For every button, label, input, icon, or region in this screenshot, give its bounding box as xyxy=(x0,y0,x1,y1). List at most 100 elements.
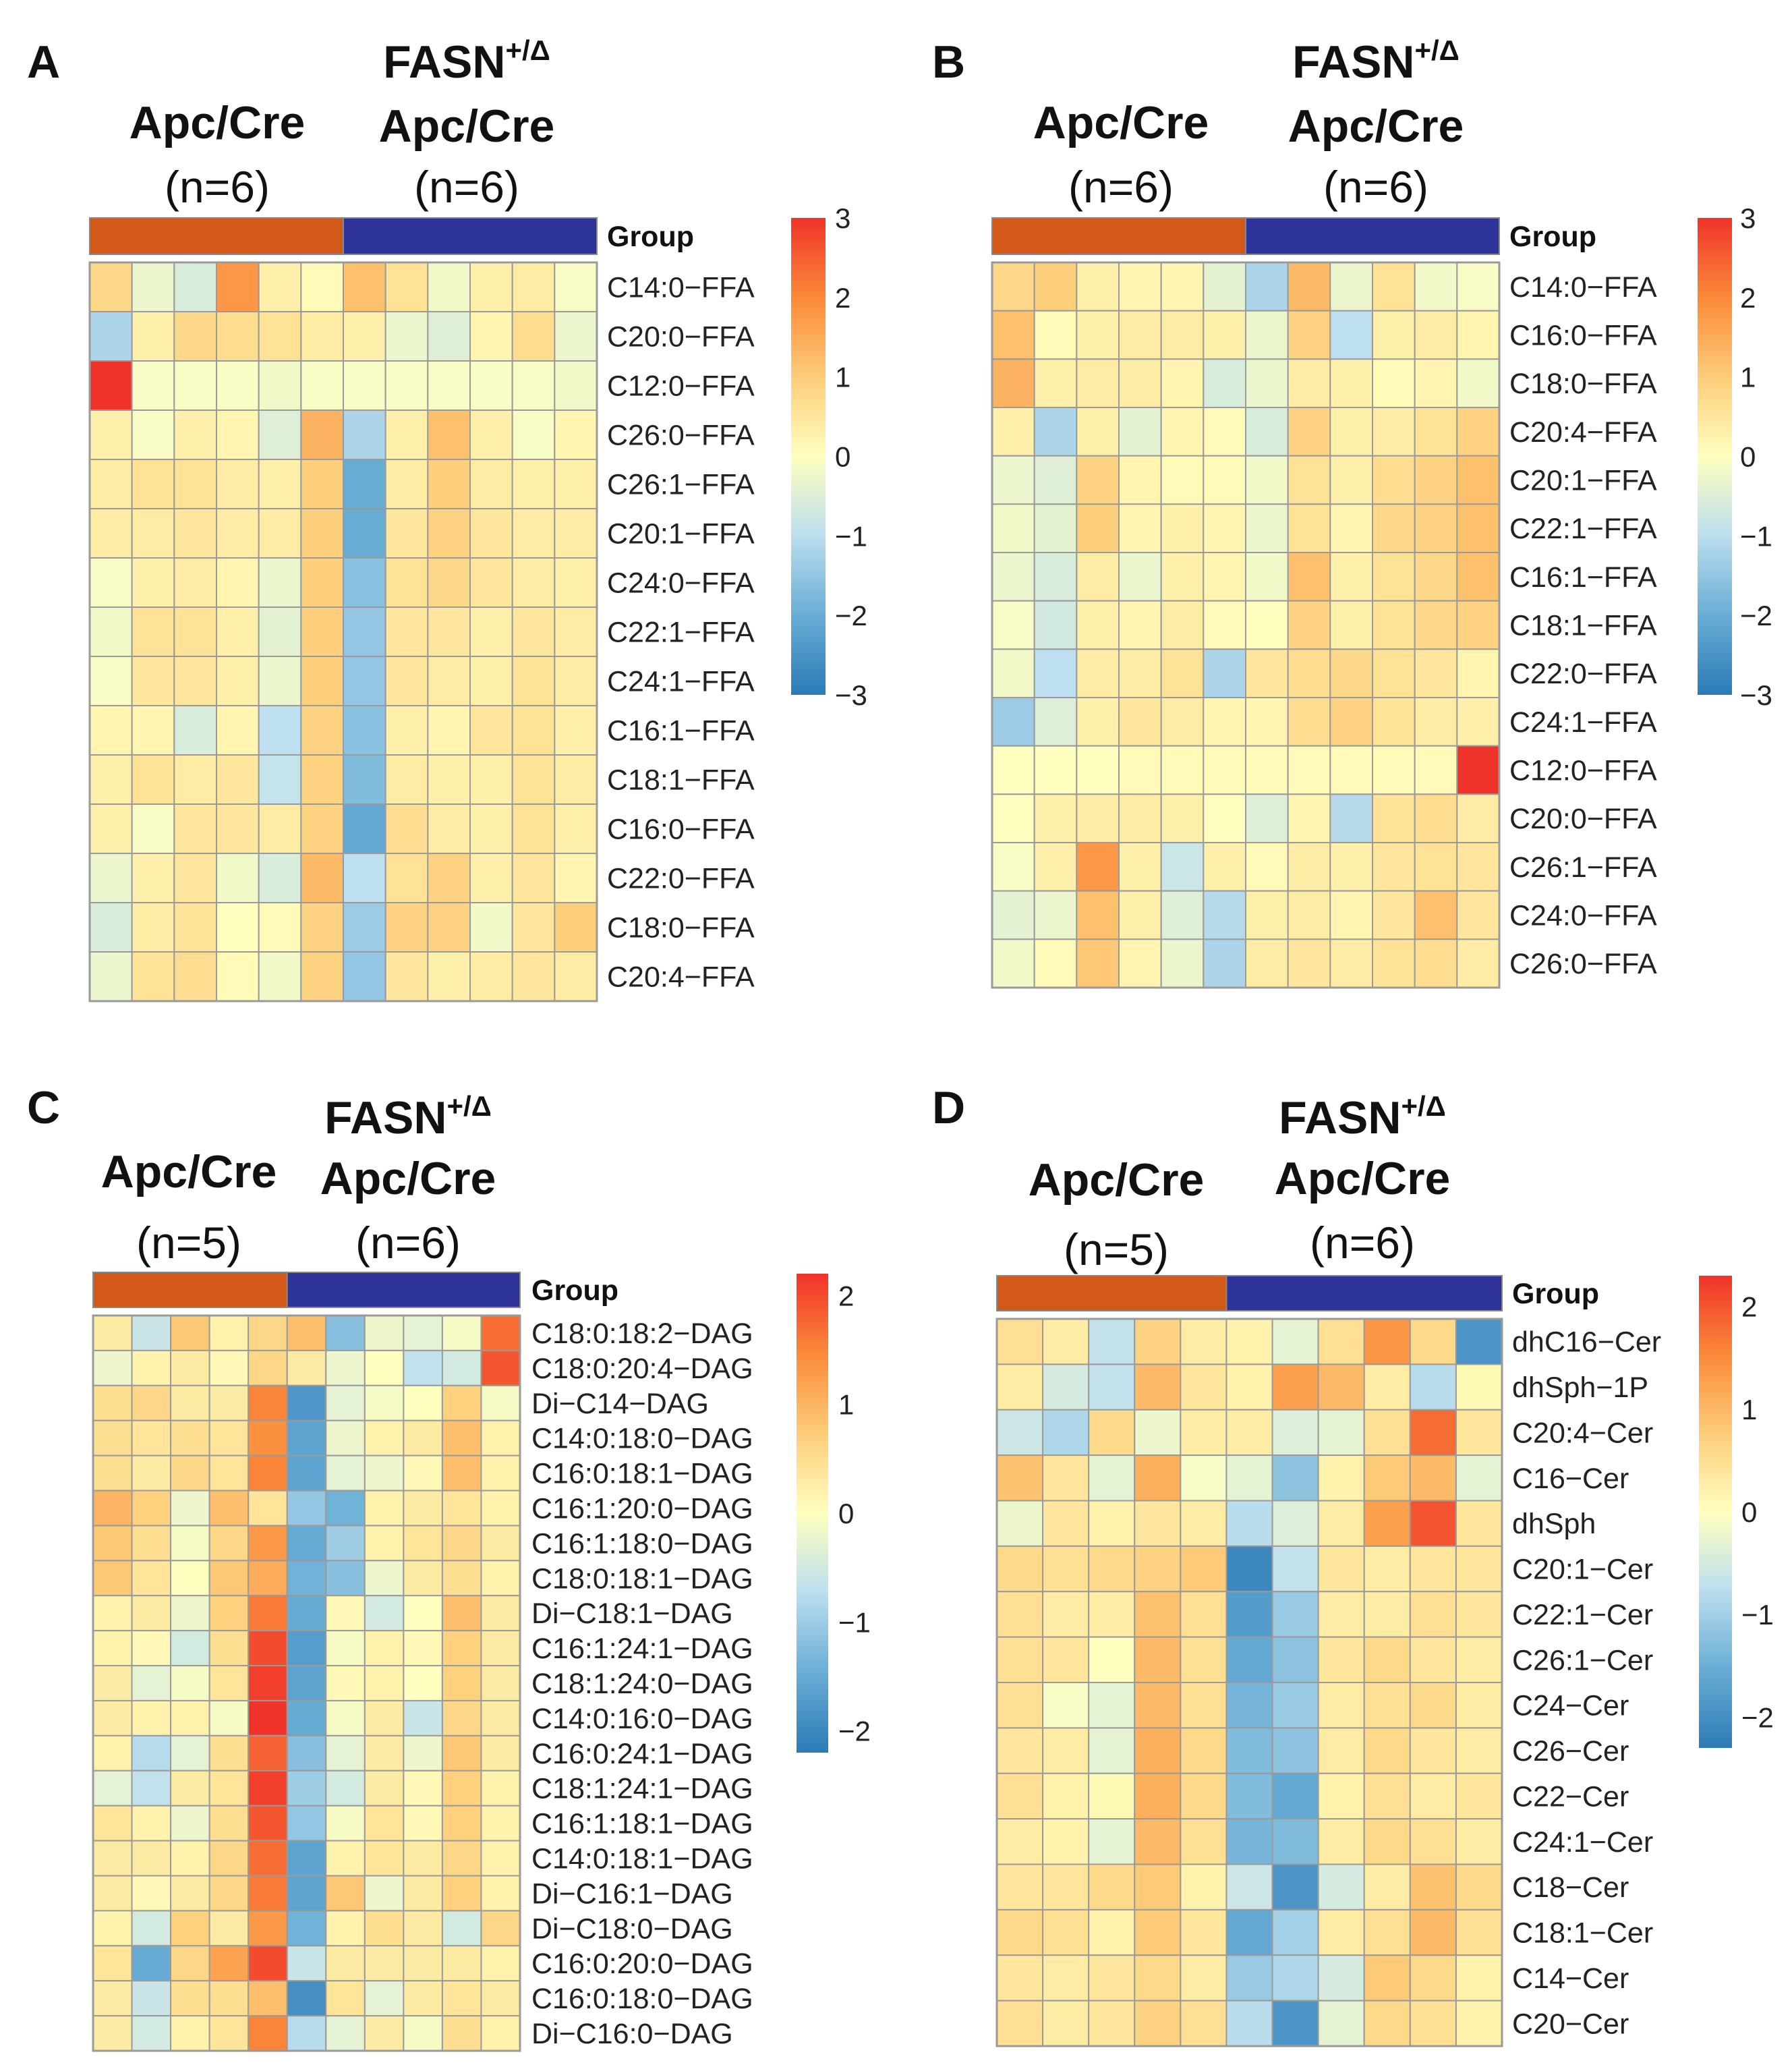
row-label: C16:0−FFA xyxy=(607,814,755,846)
heat-cell xyxy=(170,1630,210,1667)
heat-cell xyxy=(92,1525,133,1562)
row-label: C16−Cer xyxy=(1512,1463,1629,1495)
row-label: C20:1−Cer xyxy=(1512,1554,1653,1586)
heat-cell xyxy=(89,754,133,805)
heat-cell xyxy=(208,1490,250,1527)
heat-cell xyxy=(403,1770,443,1807)
heat-cell xyxy=(384,754,429,805)
heat-cell xyxy=(343,557,386,608)
heat-cell xyxy=(92,1630,133,1667)
heat-cell xyxy=(1409,1636,1457,1684)
heat-cell xyxy=(427,409,471,460)
heat-cell xyxy=(1455,1363,1503,1411)
scale-tick-label: −2 xyxy=(838,1716,871,1747)
scale-tick-label: −1 xyxy=(1740,520,1772,552)
heat-cell xyxy=(170,1490,210,1527)
heat-cell xyxy=(1160,648,1205,699)
heat-cell xyxy=(170,1734,210,1772)
heat-cell xyxy=(364,2015,405,2052)
heat-cell xyxy=(1225,1818,1273,1865)
row-label: C18:0−FFA xyxy=(1509,368,1657,400)
row-label: C18−Cer xyxy=(1512,1871,1629,1904)
heat-cell xyxy=(480,1734,521,1772)
scale-tick-label: −1 xyxy=(1741,1599,1774,1631)
heat-cell xyxy=(1076,310,1120,360)
group-annotation-label: Group xyxy=(1512,1278,1599,1310)
heat-cell xyxy=(300,262,344,312)
heat-cell xyxy=(1033,938,1078,988)
heat-cell xyxy=(1414,697,1458,747)
heat-cell xyxy=(991,697,1035,747)
heat-cell xyxy=(325,1770,366,1807)
row-label: C20:0−FFA xyxy=(607,321,755,353)
heat-cell xyxy=(131,508,175,559)
heat-cell xyxy=(1414,407,1458,457)
heat-cell xyxy=(1414,600,1458,650)
heat-cell xyxy=(1160,842,1205,892)
row-label: Di−C18:1−DAG xyxy=(531,1597,733,1630)
heat-cell xyxy=(1033,310,1078,360)
heat-cell xyxy=(131,1805,172,1842)
heat-cell xyxy=(441,1595,482,1632)
heat-cell xyxy=(343,311,386,362)
row-label: C18:1−Cer xyxy=(1512,1917,1653,1950)
heat-cell xyxy=(1203,842,1246,892)
heat-cell xyxy=(92,1945,133,1982)
heat-cell xyxy=(1180,1545,1227,1593)
heat-cell xyxy=(286,1734,327,1772)
heat-cell xyxy=(991,745,1035,795)
heat-cell xyxy=(469,705,513,756)
heat-cell xyxy=(1033,407,1078,457)
group2-title-line1: FASN+/Δ xyxy=(1292,34,1459,88)
row-label: C16:1:18:1−DAG xyxy=(531,1808,753,1840)
scale-tick-label: 1 xyxy=(1741,1394,1757,1425)
heat-cell xyxy=(1245,697,1289,747)
heat-cell xyxy=(1118,552,1162,602)
heat-cell xyxy=(441,1734,482,1772)
heat-cell xyxy=(1225,1954,1273,2002)
heat-cell xyxy=(480,1490,521,1527)
heat-cell xyxy=(1455,1318,1503,1365)
heat-cell xyxy=(1287,648,1331,699)
heat-cell xyxy=(1160,503,1205,554)
group1-n: (n=5) xyxy=(1064,1224,1169,1274)
row-label: C22:0−FFA xyxy=(607,863,755,895)
heat-cell xyxy=(325,1910,366,1947)
heat-cell xyxy=(1076,552,1120,602)
heat-cell xyxy=(511,557,556,608)
heat-cell xyxy=(1225,1863,1273,1911)
heat-cell xyxy=(1317,1545,1365,1593)
heat-cell xyxy=(248,1595,288,1632)
heat-cell xyxy=(1372,890,1416,940)
heat-cell xyxy=(441,1840,482,1877)
heat-cell xyxy=(1118,407,1162,457)
heat-cell xyxy=(1409,1409,1457,1456)
heat-cell xyxy=(248,1315,288,1351)
group-bar-fasn xyxy=(1245,217,1500,255)
heat-cell xyxy=(1329,697,1373,747)
heat-cell xyxy=(1076,793,1120,843)
heat-cell xyxy=(1088,1863,1136,1911)
heat-cell xyxy=(208,1665,250,1701)
heat-cell xyxy=(1271,2000,1319,2047)
heat-cell xyxy=(131,1419,172,1456)
heat-cell xyxy=(1118,455,1162,505)
heat-cell xyxy=(131,311,175,362)
row-label: C20:4−FFA xyxy=(607,961,755,994)
heat-cell xyxy=(1414,503,1458,554)
heat-cell xyxy=(1287,793,1331,843)
heat-cell xyxy=(89,803,133,854)
scale-tick-label: −2 xyxy=(835,600,867,631)
heat-cell xyxy=(364,1980,405,2017)
heat-cell xyxy=(1180,1500,1227,1547)
heat-cell xyxy=(1363,1818,1411,1865)
heat-cell xyxy=(286,1419,327,1456)
color-scale-bar xyxy=(791,218,826,695)
heat-cell xyxy=(1363,1591,1411,1638)
heat-cell xyxy=(1225,1682,1273,1729)
heat-cell xyxy=(1372,793,1416,843)
heat-cell xyxy=(554,311,598,362)
heat-cell xyxy=(991,648,1035,699)
heat-cell xyxy=(1042,1363,1090,1411)
heat-cell xyxy=(131,1770,172,1807)
